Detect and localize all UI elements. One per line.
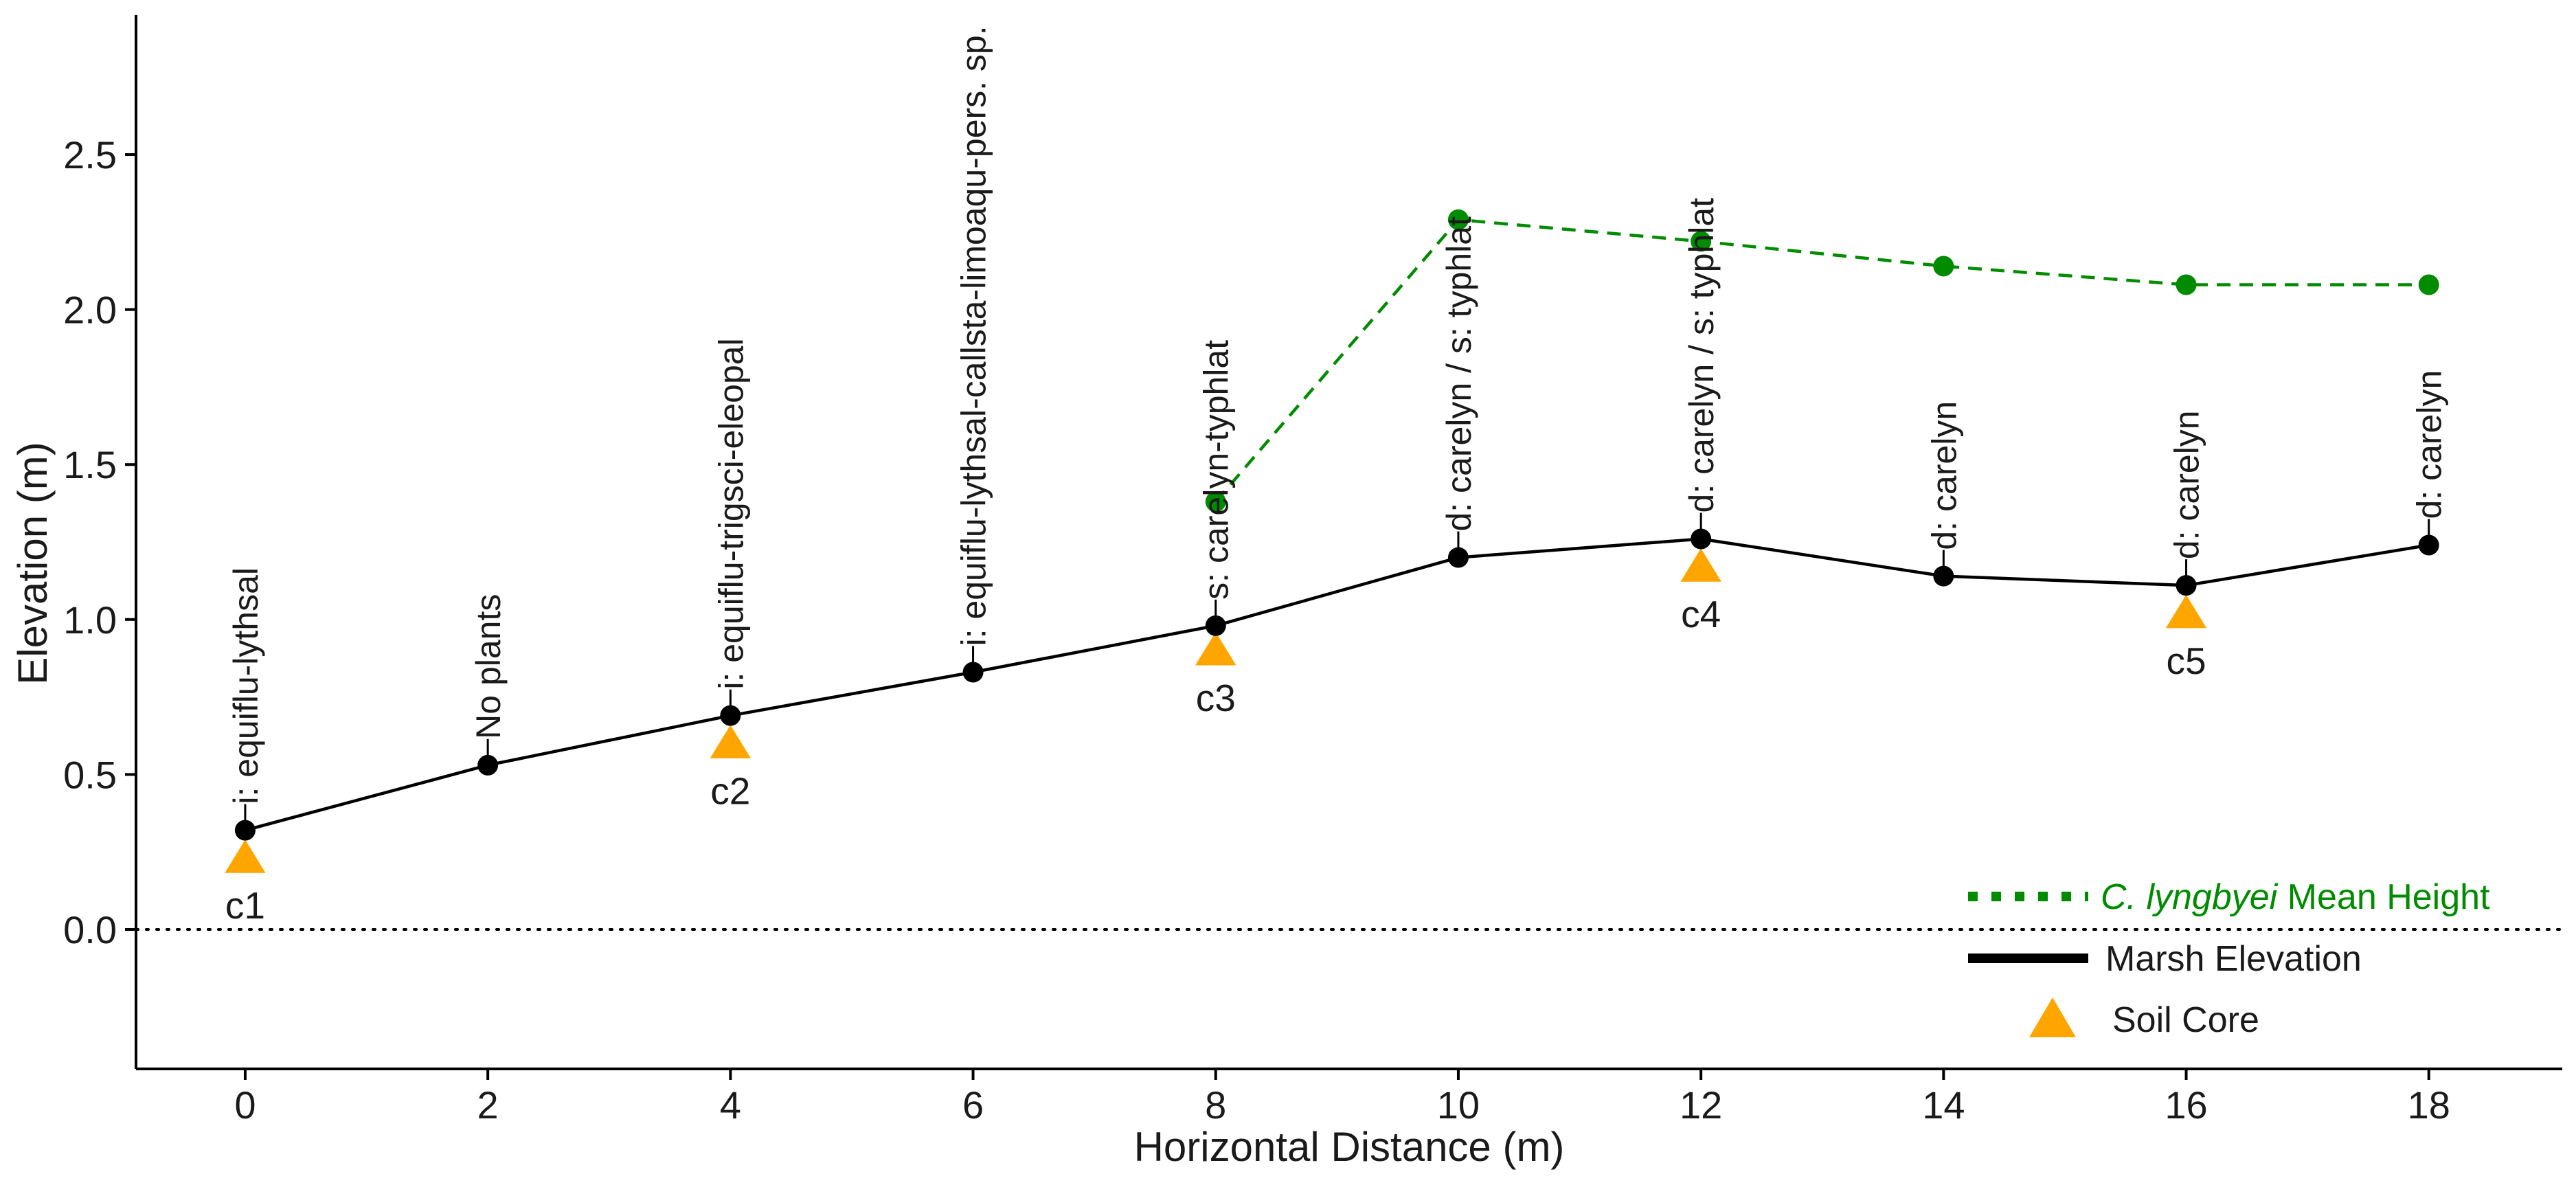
legend-height-species: C. lyngbyei bbox=[2101, 877, 2279, 917]
soil-core-label: c4 bbox=[1681, 593, 1721, 635]
axes: 0 2 4 6 8 10 12 14 16 18 0.0 0.5 1.0 1.5 2.0 2.5 bbox=[63, 15, 2564, 1127]
site-label: No plants bbox=[469, 594, 508, 739]
y-tick-label: 1.5 bbox=[63, 443, 117, 486]
site-label: d: carelyn bbox=[2168, 410, 2206, 559]
lyngbyei-height-point bbox=[1205, 491, 1226, 512]
site-label: d: carelyn / s: typhlat bbox=[1440, 216, 1478, 532]
site-label: i: equiflu-lythsal-callsta-limoaqu-pers.… bbox=[955, 25, 993, 646]
soil-core-marker bbox=[710, 725, 752, 758]
site-label: d: carelyn bbox=[2410, 370, 2449, 519]
x-tick-label: 18 bbox=[2408, 1083, 2450, 1127]
y-tick-label: 0.0 bbox=[63, 908, 117, 951]
lyngbyei-height-point bbox=[1933, 256, 1954, 277]
lyngbyei-height-point bbox=[1447, 209, 1469, 230]
y-axis-title: Elevation (m) bbox=[10, 442, 56, 684]
lyngbyei-height-point bbox=[1691, 231, 1712, 252]
site-label: i: equiflu-lythsal bbox=[227, 567, 265, 804]
soil-core-label: c2 bbox=[710, 769, 750, 812]
lyngbyei-height-point bbox=[2418, 274, 2439, 295]
legend-marsh-label: Marsh Elevation bbox=[2105, 939, 2362, 979]
x-tick-label: 16 bbox=[2165, 1083, 2207, 1127]
site-labels: i: equiflu-lythsal No plants i: equiflu-tr… bbox=[225, 25, 2449, 927]
soil-core-label: c3 bbox=[1196, 677, 1236, 719]
soil-core-marker bbox=[1195, 631, 1236, 666]
soil-core-label: c1 bbox=[225, 884, 265, 927]
legend-height-label: C. lyngbyei Mean Height bbox=[2101, 877, 2490, 917]
lyngbyei-height-line bbox=[1214, 218, 2429, 503]
site-label: d: carelyn bbox=[1925, 401, 1963, 550]
soil-core-marker bbox=[2165, 594, 2207, 629]
series-lines bbox=[245, 218, 2430, 832]
x-tick-label: 0 bbox=[234, 1083, 256, 1127]
x-tick-label: 6 bbox=[962, 1083, 984, 1127]
y-tick-label: 2.0 bbox=[63, 289, 117, 332]
y-tick-label: 2.5 bbox=[63, 133, 117, 177]
x-tick-label: 12 bbox=[1680, 1083, 1722, 1127]
x-tick-label: 14 bbox=[1922, 1083, 1965, 1127]
x-axis-title: Horizontal Distance (m) bbox=[1134, 1124, 1565, 1170]
x-tick-label: 2 bbox=[477, 1083, 499, 1127]
marsh-elevation-line bbox=[245, 537, 2430, 832]
legend-height-text: Mean Height bbox=[2277, 877, 2490, 917]
legend-core-key bbox=[2029, 997, 2076, 1037]
x-tick-label: 8 bbox=[1205, 1083, 1226, 1127]
x-tick-label: 10 bbox=[1437, 1083, 1480, 1127]
soil-core-marker bbox=[1680, 548, 1721, 582]
y-tick-label: 1.0 bbox=[63, 598, 117, 642]
y-tick-label: 0.5 bbox=[63, 753, 117, 796]
lyngbyei-height-point bbox=[2176, 274, 2197, 295]
legend-core-label: Soil Core bbox=[2112, 1000, 2259, 1040]
soil-core-marker bbox=[225, 839, 266, 873]
soil-core-label: c5 bbox=[2166, 640, 2206, 682]
x-tick-label: 4 bbox=[720, 1083, 741, 1127]
site-label: d: carelyn / s: typhlat bbox=[1682, 198, 1721, 513]
legend: C. lyngbyei Mean Height Marsh Elevation So… bbox=[1968, 877, 2490, 1040]
series-points bbox=[225, 209, 2439, 873]
site-label: i: equiflu-trigsci-eleopal bbox=[712, 338, 750, 689]
site-label: s: carelyn-typhlat bbox=[1197, 340, 1236, 600]
